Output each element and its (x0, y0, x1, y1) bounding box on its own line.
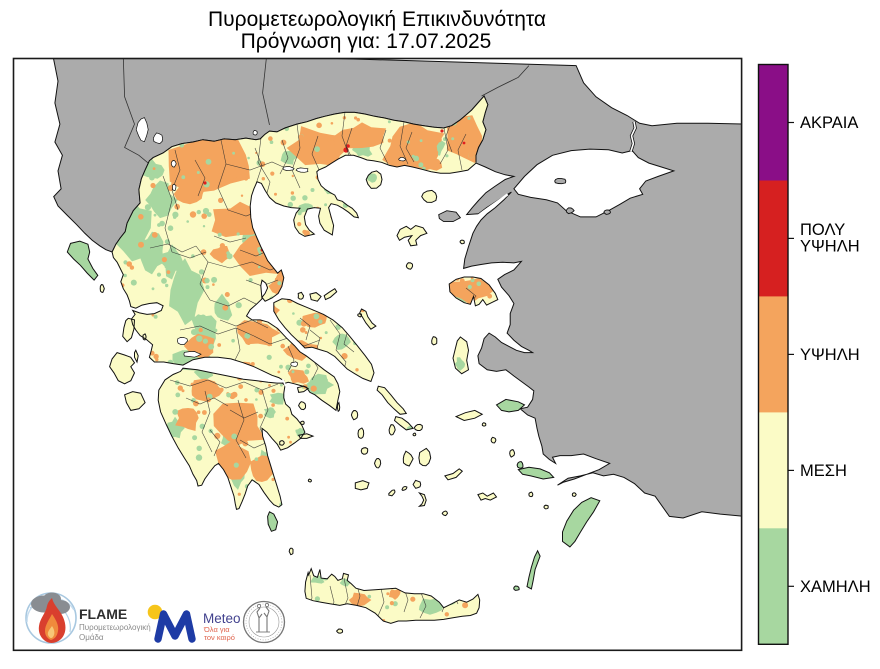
svg-text:FLAME: FLAME (79, 606, 127, 622)
svg-text:Πυρομετεωρολογική Επικινδυνότη: Πυρομετεωρολογική Επικινδυνότητα (208, 8, 546, 31)
svg-text:ΥΨΗΛΗ: ΥΨΗΛΗ (800, 237, 860, 255)
svg-text:Πρόγνωση για: 17.07.2025: Πρόγνωση για: 17.07.2025 (241, 30, 492, 53)
svg-text:Πυρομετεωρολογική: Πυρομετεωρολογική (79, 623, 151, 632)
svg-text:ΧΑΜΗΛΗ: ΧΑΜΗΛΗ (800, 578, 871, 596)
svg-text:ΠΟΛΥ: ΠΟΛΥ (800, 221, 845, 239)
svg-text:τον καιρό: τον καιρό (204, 633, 235, 642)
svg-text:ΜΕΣΗ: ΜΕΣΗ (800, 462, 847, 480)
svg-text:ΑΚΡΑΙΑ: ΑΚΡΑΙΑ (800, 114, 858, 132)
svg-text:Όλα για: Όλα για (203, 625, 230, 634)
svg-text:Meteo: Meteo (203, 611, 241, 626)
svg-text:Ομάδα: Ομάδα (79, 633, 104, 642)
svg-text:ΥΨΗΛΗ: ΥΨΗΛΗ (800, 346, 860, 364)
